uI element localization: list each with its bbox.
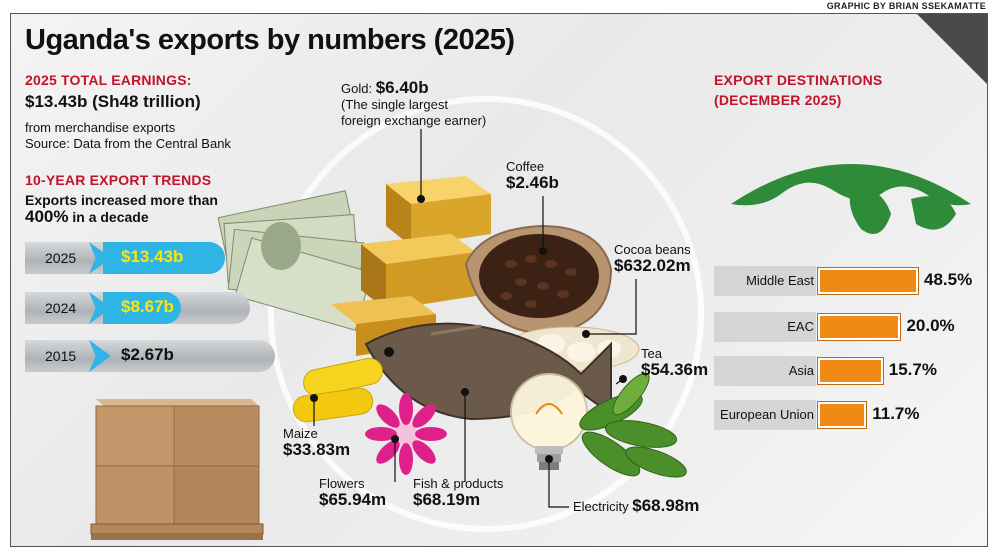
leader-lines [313, 129, 637, 508]
trend-year: 2015 [45, 348, 77, 364]
destination-name: EAC [787, 319, 814, 334]
destination-bar [818, 402, 867, 428]
total-earnings-desc: from merchandise exports [25, 120, 176, 135]
dollar-bills-icon [217, 190, 373, 331]
gold-name: Gold: [341, 81, 373, 96]
flowers-value: $65.94m [319, 490, 387, 509]
electricity-name: Electricity [573, 499, 629, 514]
destination-bar [818, 268, 918, 294]
destination-row: European Union 11.7% [714, 400, 984, 430]
electricity-label: Electricity $68.98m [573, 496, 700, 515]
trends-line2: 400% in a decade [25, 207, 149, 226]
destination-row: Asia 15.7% [714, 356, 984, 386]
trend-year: 2024 [45, 300, 77, 316]
coffee-name: Coffee [506, 159, 545, 174]
tea-value: $54.36m [641, 360, 709, 379]
destination-label-background [714, 266, 816, 296]
gold-label: Gold: $6.40b (The single largest foreign… [341, 78, 487, 129]
fish-value: $68.19m [413, 490, 481, 509]
cocoa-name: Cocoa beans [614, 242, 691, 257]
destination-name: European Union [720, 407, 814, 422]
tea-leaves-icon [579, 372, 687, 478]
flower-icon [365, 393, 447, 475]
trends-line1: Exports increased more than [25, 192, 218, 208]
product-illustrations [90, 96, 971, 540]
destination-percentage: 20.0% [906, 316, 955, 335]
coffee-beans-icon [464, 224, 613, 336]
gold-note-2: foreign exchange earner) [341, 113, 487, 128]
destinations-subheading: (DECEMBER 2025) [714, 92, 842, 108]
fish-label: Fish & products $68.19m [413, 476, 503, 509]
destination-bar [818, 314, 901, 340]
gold-value: $6.40b [375, 78, 429, 97]
destination-percentage: 15.7% [888, 360, 937, 379]
globe-icon [731, 164, 971, 234]
destination-percentage: 48.5% [924, 270, 973, 289]
electricity-value: $68.98m [632, 496, 700, 515]
cardboard-boxes-icon [90, 399, 264, 540]
trend-value: $8.67b [103, 292, 181, 324]
graphic-credit: GRAPHIC BY BRIAN SSEKAMATTE [826, 1, 986, 11]
trends-heading: 10-YEAR EXPORT TRENDS [25, 172, 212, 188]
trend-year: 2025 [45, 250, 77, 266]
destinations-heading: EXPORT DESTINATIONS [714, 72, 883, 88]
page-title: Uganda's exports by numbers (2025) [25, 24, 515, 56]
total-earnings-amount: $13.43b (Sh48 trillion) [25, 92, 201, 111]
trend-value: $2.67b [121, 345, 174, 364]
cocoa-label: Cocoa beans $632.02m [614, 242, 691, 275]
trends-growth-text: in a decade [68, 209, 149, 225]
maize-name: Maize [283, 426, 318, 441]
destination-percentage: 11.7% [872, 404, 920, 423]
infographic-frame: Uganda's exports by numbers (2025) 2025 … [10, 13, 988, 547]
background-circle [268, 96, 704, 532]
flowers-name: Flowers [319, 476, 365, 491]
destination-label-background [714, 356, 816, 386]
coffee-value: $2.46b [506, 173, 559, 192]
total-earnings-heading: 2025 TOTAL EARNINGS: [25, 72, 192, 88]
maize-value: $33.83m [283, 440, 351, 459]
destination-row: Middle East 48.5% [714, 266, 984, 296]
tea-name: Tea [641, 346, 662, 361]
trends-growth-value: 400% [25, 207, 69, 226]
destination-name: Middle East [746, 273, 814, 288]
cocoa-value: $632.02m [614, 256, 691, 275]
maize-icon [292, 357, 383, 423]
destination-row: EAC 20.0% [714, 312, 984, 342]
leader-dots [310, 195, 627, 463]
coffee-label: Coffee $2.46b [506, 159, 559, 192]
total-earnings-source: Source: Data from the Central Bank [25, 136, 231, 151]
destination-name: Asia [788, 363, 814, 378]
fish-name: Fish & products [413, 476, 504, 491]
flowers-label: Flowers $65.94m [319, 476, 386, 509]
trend-value: $13.43b [103, 242, 225, 274]
corner-decoration [917, 14, 987, 84]
trend-bar [25, 340, 275, 372]
tea-label: Tea $54.36m [641, 346, 708, 379]
destination-bar [818, 358, 883, 384]
gold-note-1: (The single largest [341, 97, 448, 112]
destination-label-background [714, 400, 816, 430]
maize-label: Maize $33.83m [283, 426, 350, 459]
destination-label-background [714, 312, 816, 342]
